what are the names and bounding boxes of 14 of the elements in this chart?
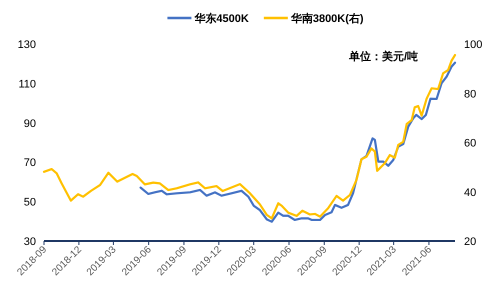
y2-tick-label: 80: [464, 88, 476, 100]
y2-tick-label: 100: [464, 39, 482, 51]
y-tick-label: 50: [24, 196, 36, 209]
y-tick-label: 110: [18, 78, 36, 90]
legend-label: 华东4500K: [193, 12, 249, 25]
y-tick-label: 70: [24, 157, 36, 170]
y-tick-label: 130: [18, 39, 36, 51]
legend-label: 华南3800K(右): [290, 12, 364, 25]
y2-tick-label: 60: [464, 138, 476, 150]
annotation: 单位：美元/吨: [348, 50, 418, 63]
y2-tick-label: 20: [464, 236, 476, 248]
y-tick-label: 30: [24, 236, 36, 248]
y2-tick-label: 40: [464, 186, 476, 199]
y-tick-label: 90: [24, 118, 36, 130]
